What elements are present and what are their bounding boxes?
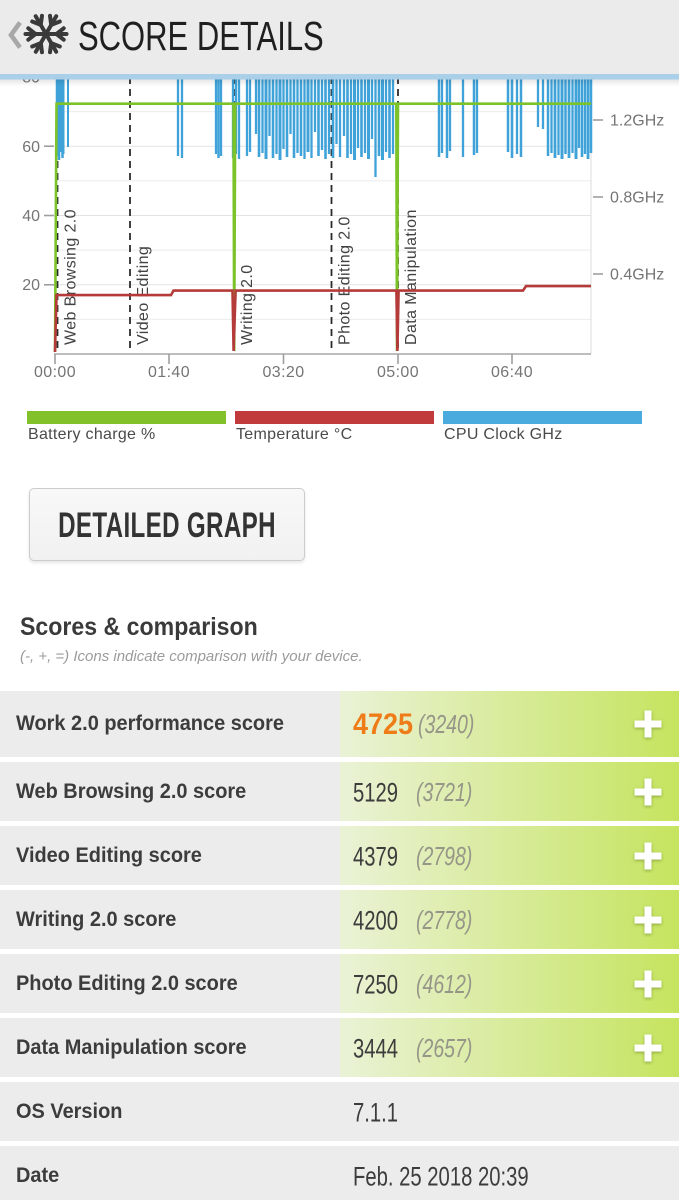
svg-text:40: 40 xyxy=(22,208,40,225)
svg-text:0.4GHz: 0.4GHz xyxy=(610,267,664,284)
svg-text:00:00: 00:00 xyxy=(34,364,76,381)
svg-text:Photo Editing 2.0: Photo Editing 2.0 xyxy=(337,216,354,345)
svg-text:60: 60 xyxy=(22,139,40,156)
svg-text:Web Browsing 2.0: Web Browsing 2.0 xyxy=(63,209,80,345)
svg-text:Data Manipulation: Data Manipulation xyxy=(403,209,420,345)
svg-text:Writing 2.0: Writing 2.0 xyxy=(239,264,256,345)
svg-text:1.2GHz: 1.2GHz xyxy=(610,113,664,130)
svg-text:03:20: 03:20 xyxy=(262,364,304,381)
svg-text:05:00: 05:00 xyxy=(377,364,419,381)
svg-text:0.8GHz: 0.8GHz xyxy=(610,190,664,207)
svg-text:06:40: 06:40 xyxy=(491,364,533,381)
svg-text:01:40: 01:40 xyxy=(148,364,190,381)
svg-text:20: 20 xyxy=(22,277,40,294)
